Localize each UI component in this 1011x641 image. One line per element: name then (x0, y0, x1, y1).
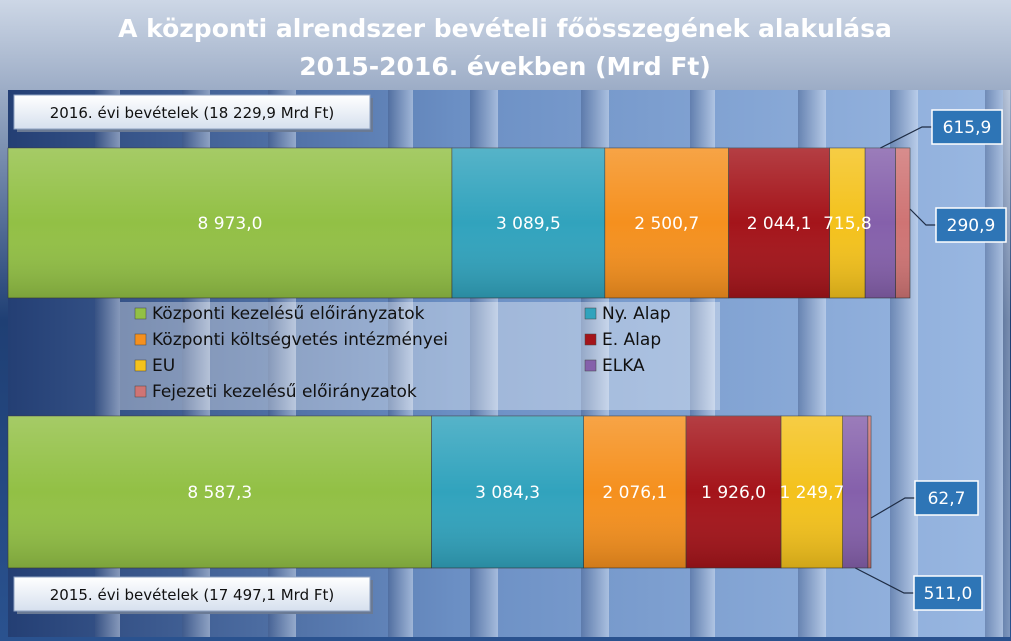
chart-title-line-2: 2015-2016. években (Mrd Ft) (299, 52, 711, 81)
data-label: 1 926,0 (701, 483, 766, 503)
data-label: 511,0 (924, 584, 973, 604)
legend-entry: EU (152, 356, 175, 376)
bar-segment-shade (781, 416, 843, 568)
bar-segment-shade (867, 416, 871, 568)
legend-entry: E. Alap (602, 330, 661, 350)
bar-segment-shade (8, 416, 432, 568)
bar-segment-shade (895, 148, 910, 298)
legend-entry: Központi költségvetés intézményei (152, 330, 448, 350)
callout-box (913, 575, 983, 611)
bar-segment-shade (451, 148, 605, 298)
data-label: 8 587,3 (187, 483, 252, 503)
data-label: 3 089,5 (496, 214, 561, 234)
data-label: 715,8 (823, 214, 872, 234)
legend-entry: ELKA (602, 356, 645, 376)
category-label: 2015. évi bevételek (17 497,1 Mrd Ft) (50, 586, 334, 604)
background-band (985, 90, 1010, 637)
bar-segment-shade (842, 416, 868, 568)
legend-entry: Központi kezelésű előirányzatok (152, 304, 425, 324)
data-label: 2 076,1 (602, 483, 667, 503)
callout-leader (909, 208, 936, 226)
data-label: 2 044,1 (747, 214, 812, 234)
bar-segment-shade (686, 416, 782, 568)
legend-swatch (134, 333, 147, 346)
bar-segment-shade (8, 148, 452, 298)
bar-segment-shade (583, 416, 687, 568)
bar-segment-shade (431, 416, 584, 568)
bar-segment-shade (604, 148, 729, 298)
category-label: 2016. évi bevételek (18 229,9 Mrd Ft) (50, 104, 334, 122)
bar-segment-shade (728, 148, 830, 298)
legend-entry: Fejezeti kezelésű előirányzatok (152, 382, 417, 402)
data-label: 3 084,3 (475, 483, 540, 503)
chart-title-line-1: A központi alrendszer bevételi főösszegé… (118, 14, 892, 43)
bar-segment-shade (865, 148, 896, 298)
callout-leader (880, 126, 932, 149)
category-tag (13, 576, 371, 612)
callout-box (931, 109, 1003, 145)
callout-box (914, 480, 979, 516)
legend-swatch (134, 307, 147, 320)
legend-entry: Ny. Alap (602, 304, 671, 324)
legend-background (120, 302, 720, 410)
bar-segment-shade (829, 148, 866, 298)
legend: Központi kezelésű előirányzatok Ny. Alap K… (120, 302, 720, 410)
legend-swatch (584, 307, 597, 320)
legend-swatch (134, 385, 147, 398)
legend-swatch (584, 359, 597, 372)
callout-leader (855, 567, 914, 594)
data-label: 615,9 (943, 118, 992, 138)
label-group: 8 973,0 3 089,5 2 500,7 2 044,1 715,8 615,9 29… (13, 94, 1007, 614)
legend-swatch (584, 333, 597, 346)
data-label: 1 249,7 (779, 483, 844, 503)
callout-box (935, 207, 1007, 243)
callout-leader (870, 497, 915, 519)
bar-group (7, 147, 911, 569)
data-label: 2 500,7 (634, 214, 699, 234)
legend-swatch (134, 359, 147, 372)
data-label: 62,7 (928, 489, 966, 509)
data-label: 290,9 (947, 216, 996, 236)
data-label: 8 973,0 (198, 214, 263, 234)
category-tag (13, 94, 371, 130)
